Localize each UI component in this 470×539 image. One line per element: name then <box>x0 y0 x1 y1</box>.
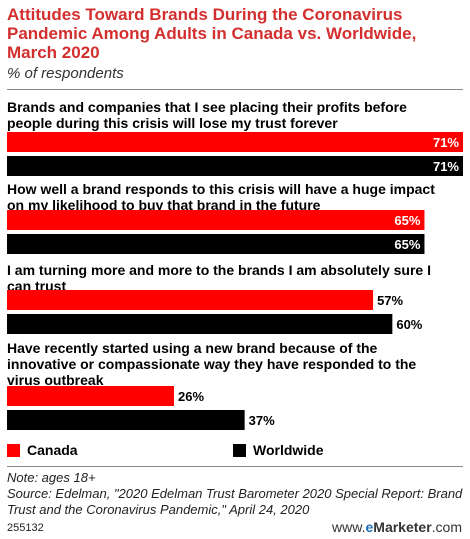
value-label-canada: 26% <box>178 389 204 404</box>
chart-subtitle: % of respondents <box>7 65 124 82</box>
value-label-worldwide: 60% <box>396 317 422 332</box>
footnote-note: Note: ages 18+ <box>7 470 96 485</box>
value-label-worldwide: 65% <box>394 237 420 252</box>
footnote: Note: ages 18+ Source: Edelman, "2020 Ed… <box>7 470 463 518</box>
category-label: I am turning more and more to the brands… <box>7 262 431 294</box>
category-label: How well a brand responds to this crisis… <box>7 181 435 213</box>
top-divider <box>7 89 463 90</box>
chart-id: 255132 <box>7 522 44 534</box>
bar-worldwide <box>7 156 463 176</box>
value-label-canada: 57% <box>377 293 403 308</box>
category-label: Have recently started using a new brand … <box>7 340 416 388</box>
value-label-canada: 65% <box>394 213 420 228</box>
category-label: Brands and companies that I see placing … <box>7 99 407 131</box>
bar-canada <box>7 290 374 310</box>
value-label-worldwide: 37% <box>249 413 275 428</box>
legend-item-worldwide: Worldwide <box>233 442 324 458</box>
bar-canada <box>7 132 463 152</box>
bar-worldwide <box>7 314 393 334</box>
bar-canada <box>7 386 174 406</box>
bar-chart: Brands and companies that I see placing … <box>7 99 463 430</box>
legend-label-canada: Canada <box>27 442 78 458</box>
chart-title: Attitudes Toward Brands During the Coron… <box>7 5 417 62</box>
legend-swatch-canada <box>7 443 20 457</box>
bar-worldwide <box>7 234 425 254</box>
brand-logo: www.eMarketer.com <box>332 519 462 535</box>
bottom-divider <box>7 466 463 467</box>
value-label-worldwide: 71% <box>433 159 459 174</box>
legend-item-canada: Canada <box>7 442 78 458</box>
brand-accent: e <box>365 519 374 535</box>
legend-swatch-worldwide <box>233 443 246 457</box>
bar-worldwide <box>7 410 245 430</box>
bar-canada <box>7 210 425 230</box>
footnote-source: Source: Edelman, "2020 Edelman Trust Bar… <box>7 486 463 517</box>
brand-suffix: .com <box>431 519 462 535</box>
brand-main: Marketer <box>373 519 432 535</box>
legend-label-worldwide: Worldwide <box>253 442 324 458</box>
value-label-canada: 71% <box>433 135 459 150</box>
brand-prefix: www. <box>332 519 366 535</box>
